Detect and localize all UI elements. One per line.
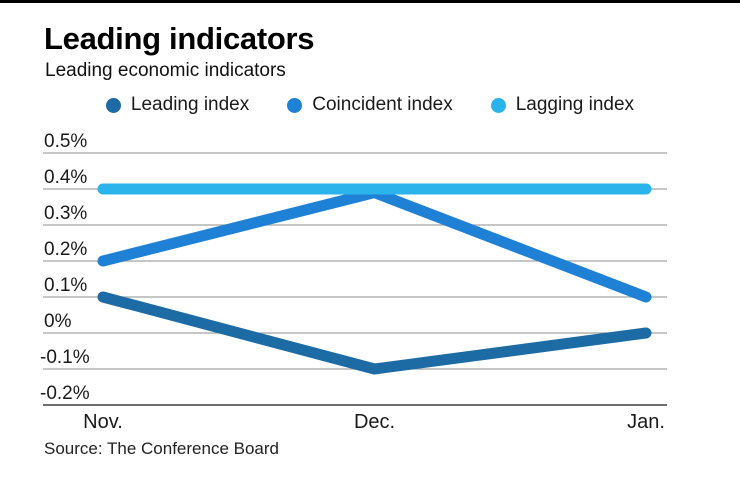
legend-label: Coincident index	[312, 94, 453, 115]
legend-item-lagging-index: Lagging index	[490, 94, 635, 116]
source-attribution: Source: The Conference Board	[44, 439, 279, 458]
legend-label: Lagging index	[515, 94, 635, 115]
legend-item-coincident-index: Coincident index	[287, 94, 453, 116]
y-tick-label: -0.2%	[40, 383, 90, 404]
series-line-coincident-index	[97, 187, 652, 303]
top-divider-rule	[0, 0, 740, 3]
y-tick-label: 0.3%	[44, 203, 87, 224]
series-line-leading-index	[97, 291, 652, 375]
y-tick-label: 0%	[44, 311, 72, 332]
coincident-index-dot-icon	[287, 97, 303, 113]
x-axis-label: Dec.	[354, 411, 395, 433]
y-tick-label: 0.4%	[44, 167, 87, 188]
y-tick-label: 0.2%	[44, 239, 87, 260]
legend-item-leading-index: Leading index	[105, 94, 250, 116]
leading-index-dot-icon	[105, 97, 121, 113]
x-axis-label: Nov.	[83, 411, 123, 433]
lagging-index-dot-icon	[490, 97, 506, 113]
chart-legend: Leading index Coincident index Lagging i…	[0, 94, 740, 116]
chart-title: Leading indicators	[44, 21, 315, 56]
legend-label: Leading index	[130, 94, 250, 115]
y-tick-label: -0.1%	[40, 347, 90, 368]
x-axis-label: Jan.	[627, 411, 665, 433]
chart-subtitle: Leading economic indicators	[45, 60, 286, 81]
y-tick-label: 0.1%	[44, 275, 87, 296]
y-tick-label: 0.5%	[44, 131, 87, 152]
